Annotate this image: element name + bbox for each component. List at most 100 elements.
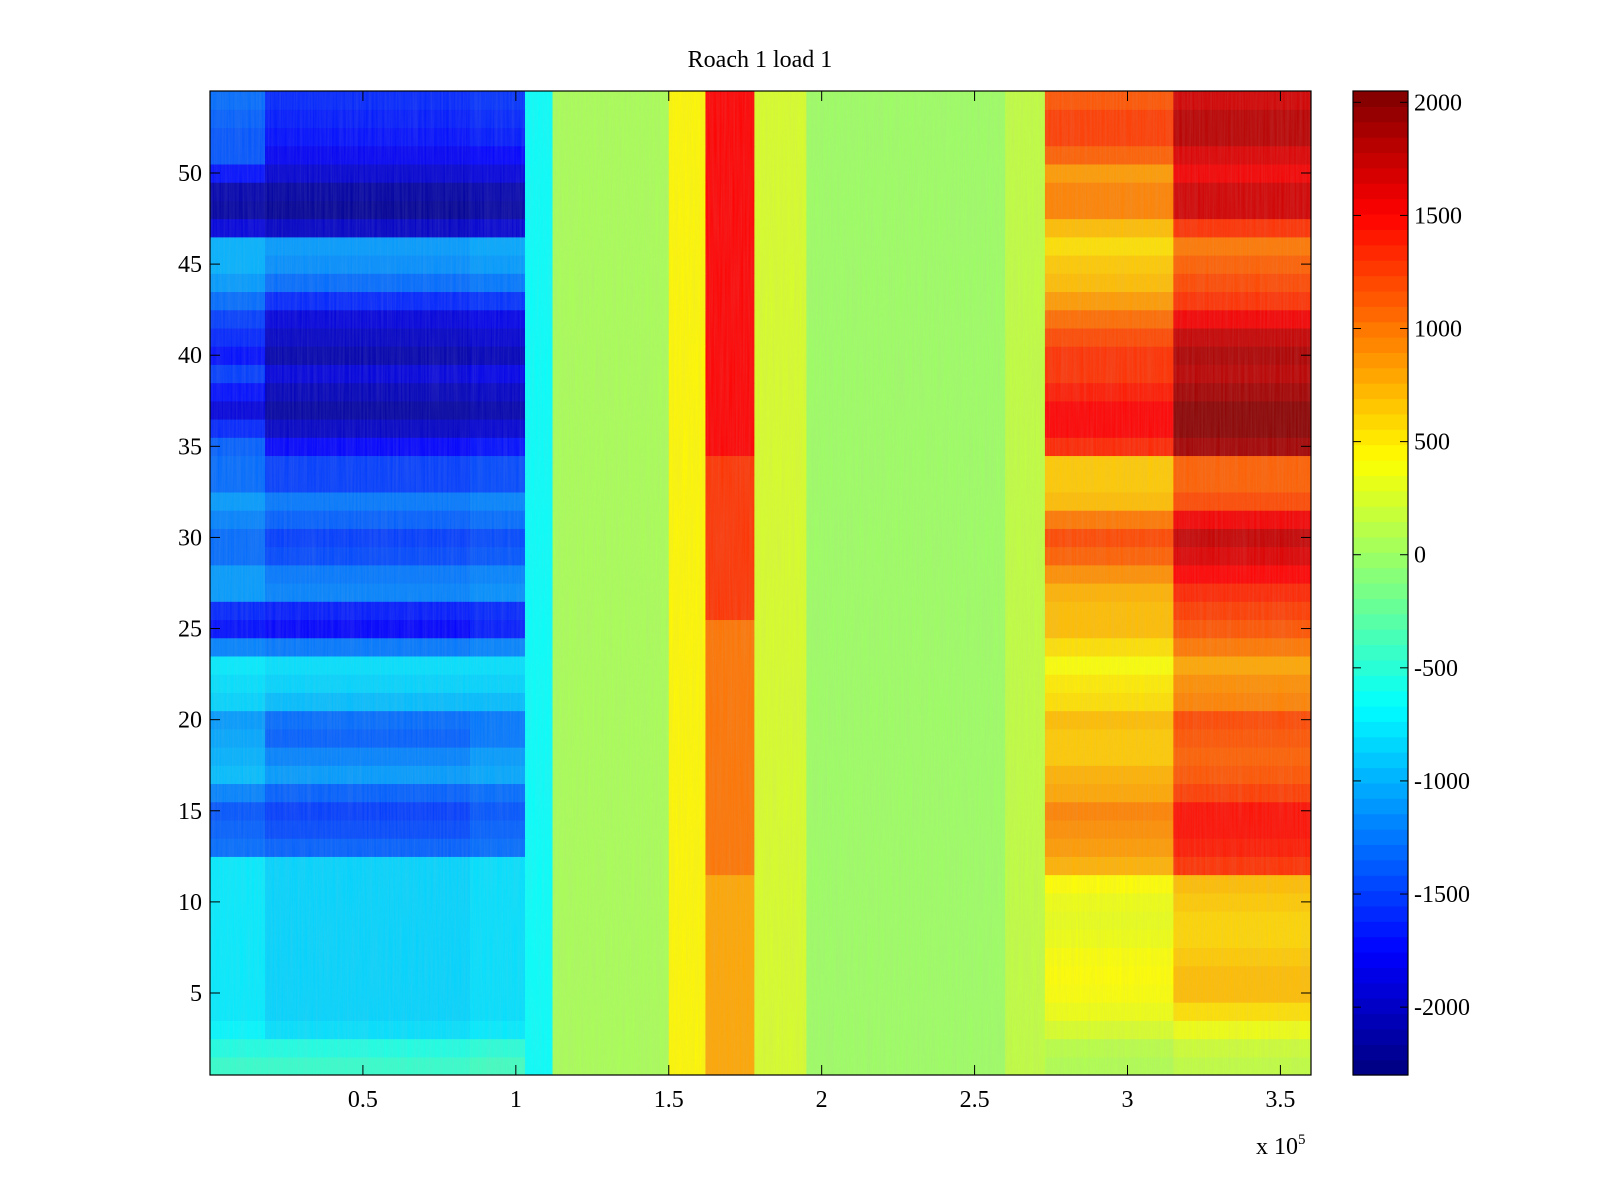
y-tick-label: 50 [178,161,202,187]
colorbar-step [1353,275,1408,292]
colorbar-step [1353,813,1408,830]
colorbar-step [1353,936,1408,953]
colorbar-tick-label: 1000 [1414,317,1462,343]
colorbar-step [1353,91,1408,107]
y-tick-label: 15 [178,799,202,825]
heatmap-texture [210,91,1311,1075]
colorbar-step [1353,552,1408,569]
x-tick-label: 1.5 [654,1087,684,1113]
colorbar-step [1353,952,1408,968]
colorbar-step [1353,260,1408,277]
colorbar-step [1353,644,1408,661]
colorbar-step [1353,306,1408,323]
colorbar-step [1353,905,1408,922]
colorbar-step [1353,706,1408,722]
colorbar-step [1353,121,1408,138]
y-tick-label: 5 [190,981,202,1007]
y-tick-label: 30 [178,525,202,551]
x-tick-label: 3.5 [1265,1087,1295,1113]
y-axis: 5 10 15 20 25 30 35 40 45 50 [178,161,1311,1007]
x-exponent-label: x 105 [1256,1132,1306,1160]
colorbar-step [1353,506,1408,523]
colorbar-step [1353,1059,1408,1076]
colorbar-step [1353,613,1408,630]
colorbar-step [1353,383,1408,400]
colorbar-tick-label: 0 [1414,543,1426,569]
colorbar-step [1353,967,1408,984]
colorbar-step [1353,137,1408,154]
y-tick-label: 40 [178,343,202,369]
colorbar-step [1353,183,1408,200]
colorbar-step [1353,106,1408,123]
y-tick-label: 45 [178,252,202,278]
x-tick-label: 2 [816,1087,828,1113]
colorbar-step [1353,659,1408,676]
colorbar-step [1353,1028,1408,1045]
x-tick-label: 3 [1122,1087,1134,1113]
colorbar-step [1353,890,1408,907]
colorbar-step [1353,198,1408,215]
colorbar-ticks: 2000 1500 1000 500 0 -500 -1000 -1500 -2000 [1353,90,1470,1021]
colorbar-step [1353,444,1408,461]
x-tick-label: 1 [510,1087,522,1113]
colorbar-step [1353,675,1408,692]
colorbar-tick-label: 1500 [1414,203,1462,229]
colorbar-step [1353,536,1408,553]
colorbar-step [1353,583,1408,599]
colorbar-step [1353,782,1408,799]
colorbar-step [1353,460,1408,476]
colorbar-tick-label: -1000 [1414,769,1470,795]
colorbar-step [1353,290,1408,307]
colorbar-tick-label: -2000 [1414,995,1470,1021]
colorbar-step [1353,413,1408,430]
x-tick-label: 2.5 [960,1087,990,1113]
colorbar-step [1353,629,1408,646]
colorbar-step [1353,767,1408,784]
y-tick-label: 35 [178,434,202,460]
x-exponent-power: 5 [1298,1132,1306,1148]
colorbar-step [1353,321,1408,338]
colorbar-step [1353,244,1408,261]
colorbar-step [1353,398,1408,415]
colorbar-frame [1352,90,1409,1076]
colorbar-step [1353,521,1408,538]
colorbar-tick-label: 500 [1414,430,1450,456]
colorbar-step [1353,167,1408,184]
colorbar-tick-label: -1500 [1414,882,1470,908]
colorbar-step [1353,844,1408,861]
colorbar-step [1353,352,1408,369]
colorbar-step [1353,982,1408,999]
colorbar-step [1353,429,1408,446]
colorbar [1352,90,1409,1076]
colorbar-tick-label: -500 [1414,656,1458,682]
colorbar-step [1353,752,1408,769]
colorbar-step [1353,567,1408,584]
y-tick-label: 20 [178,708,202,734]
colorbar-step [1353,921,1408,938]
colorbar-step [1353,490,1408,507]
colorbar-step [1353,829,1408,845]
colorbar-step [1353,721,1408,738]
colorbar-step [1353,798,1408,815]
colorbar-step [1353,736,1408,753]
colorbar-tick-label: 2000 [1414,90,1462,116]
colorbar-step [1353,598,1408,615]
colorbar-step [1353,152,1408,169]
x-tick-label: 0.5 [348,1087,378,1113]
colorbar-step [1353,367,1408,384]
colorbar-step [1353,875,1408,892]
colorbar-step [1353,859,1408,876]
colorbar-step [1353,229,1408,246]
y-tick-label: 10 [178,890,202,916]
colorbar-step [1353,214,1408,230]
colorbar-step [1353,998,1408,1015]
y-tick-label: 25 [178,617,202,643]
colorbar-step [1353,1044,1408,1061]
colorbar-step [1353,475,1408,492]
colorbar-step [1353,1013,1408,1030]
chart-title: Roach 1 load 1 [688,47,833,73]
plot-frame [209,90,1312,1076]
colorbar-step [1353,690,1408,707]
colorbar-step [1353,337,1408,353]
